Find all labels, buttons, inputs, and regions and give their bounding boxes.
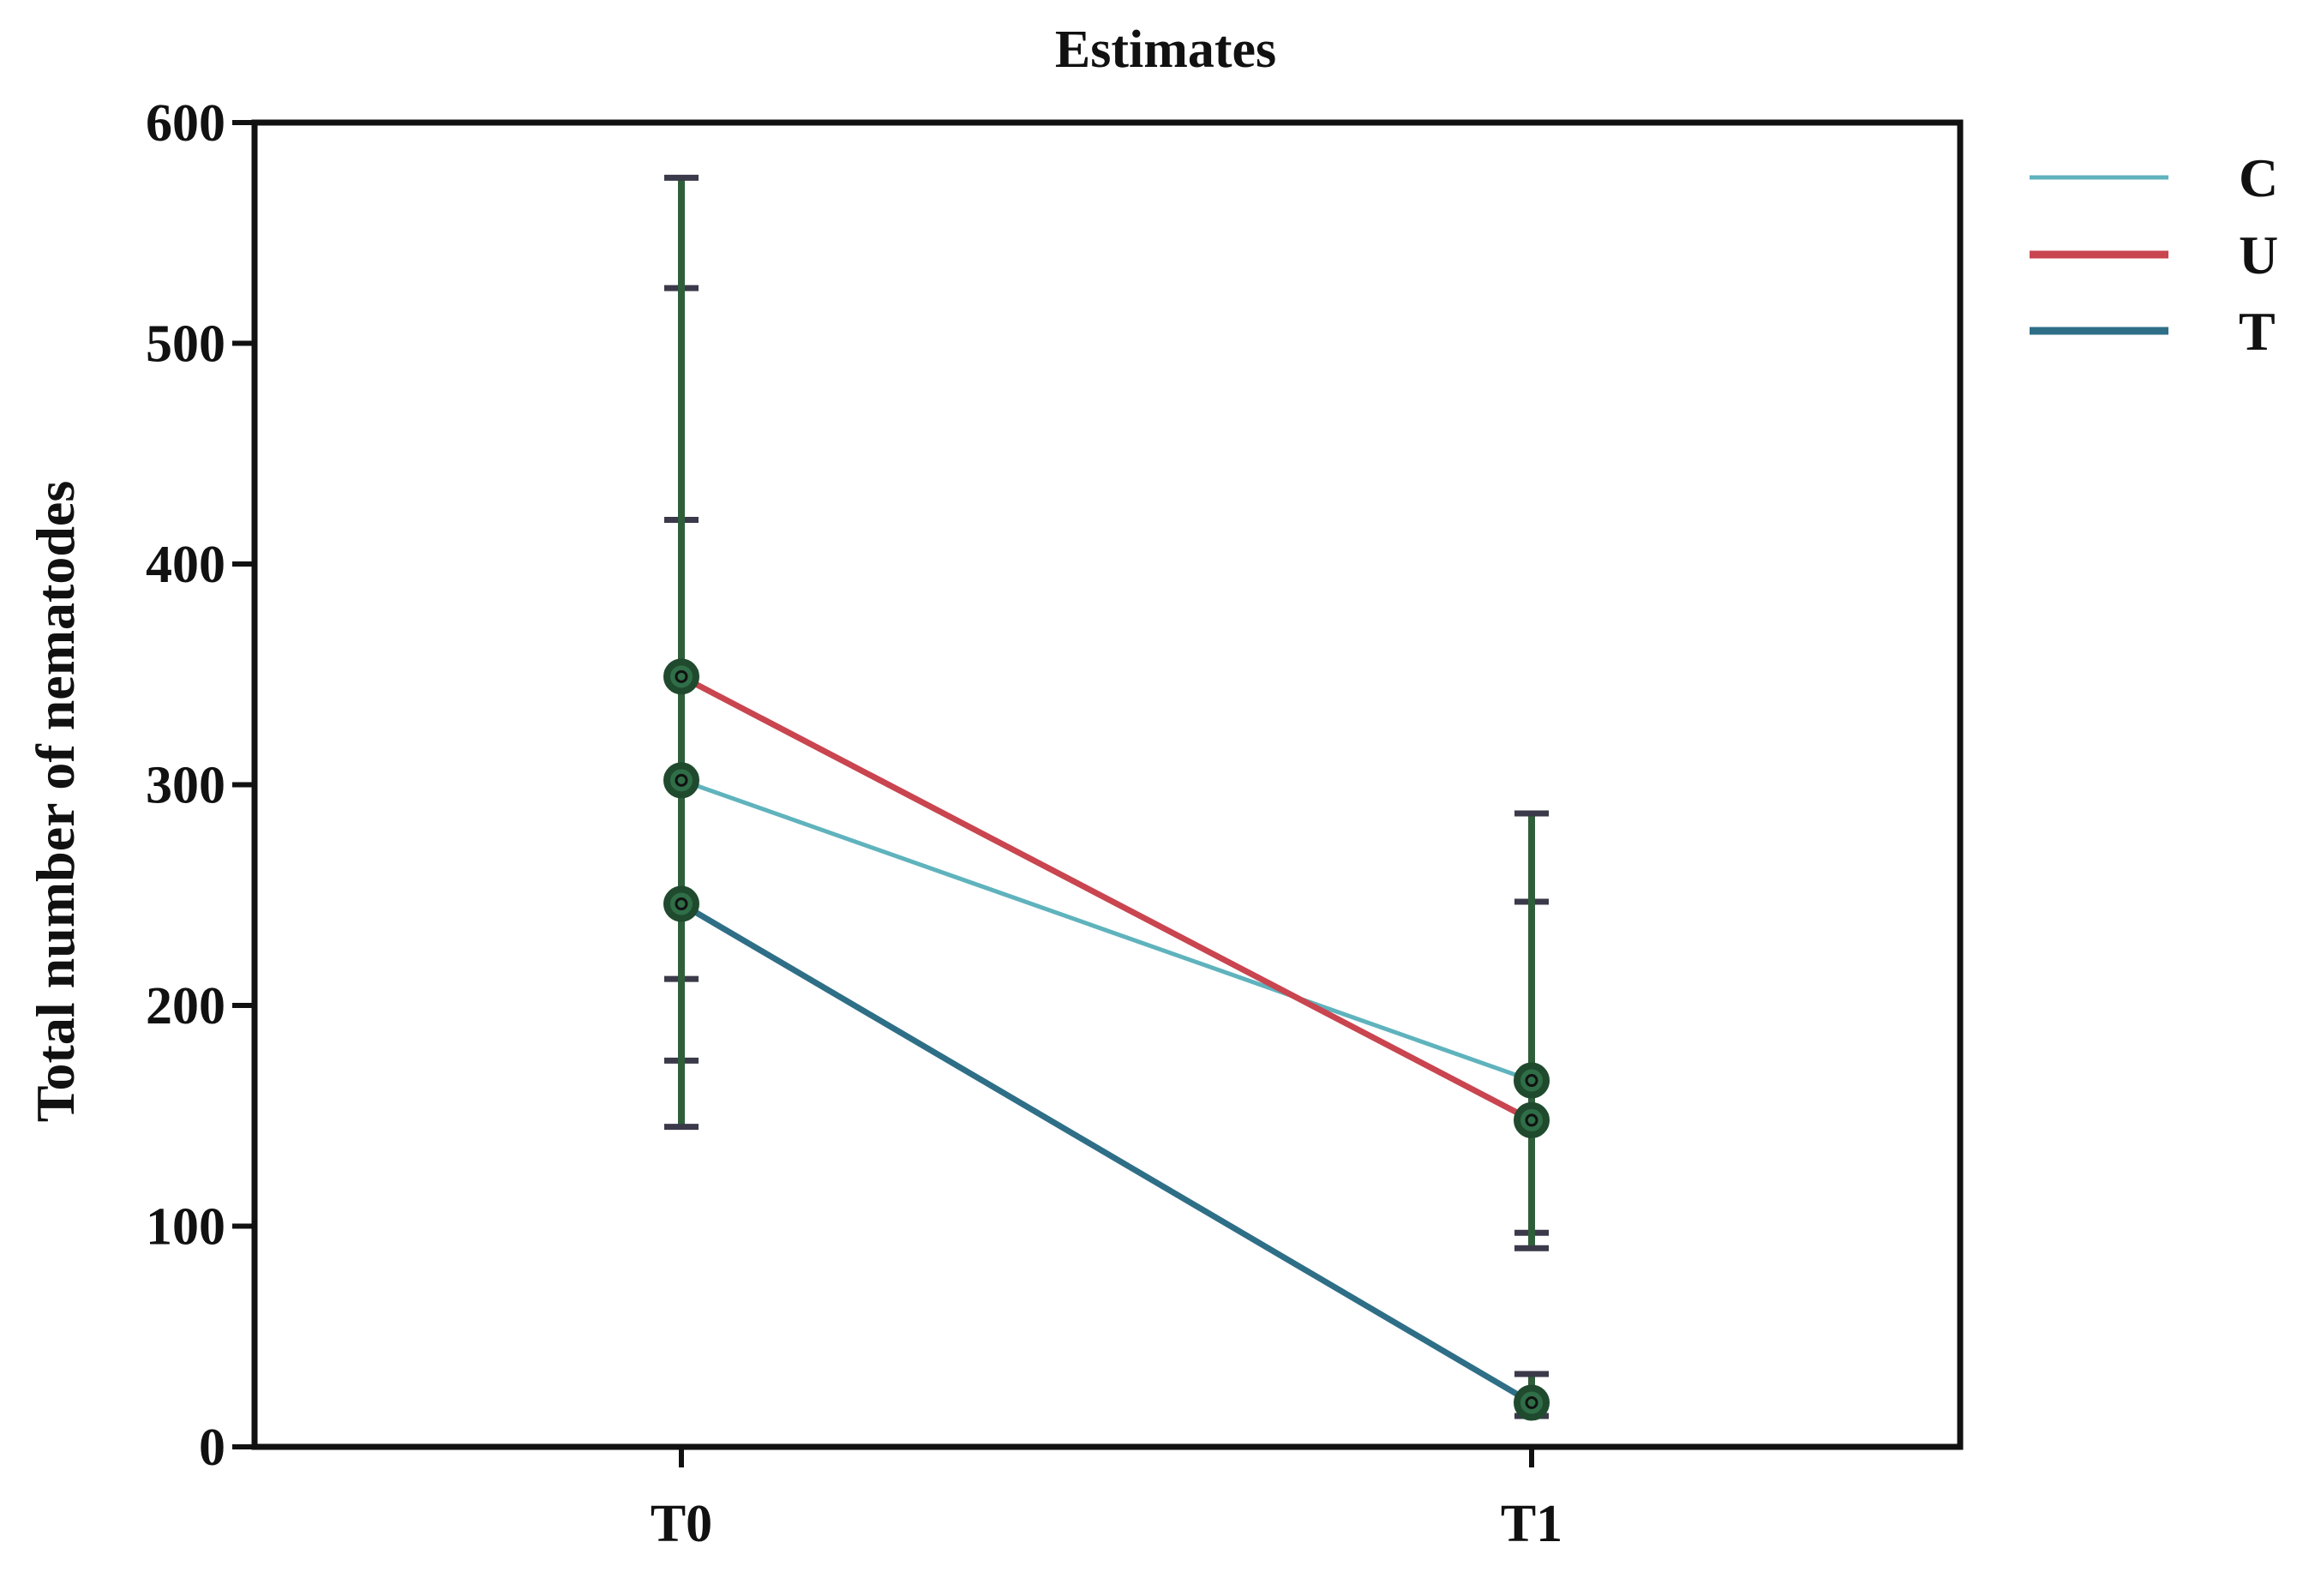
series-line-C <box>679 777 1534 1083</box>
x-tick-label: T0 <box>651 1495 712 1553</box>
y-axis: 0 100 200 300 400 500 600 <box>146 94 255 1477</box>
y-tick-label: 300 <box>146 757 225 815</box>
legend-label-T: T <box>2239 301 2276 362</box>
data-point-inner-U <box>1525 1113 1538 1127</box>
data-point-inner-C <box>675 773 688 787</box>
marker-group <box>663 658 1550 1421</box>
data-point-inner-U <box>675 669 688 683</box>
data-point-T <box>1514 1384 1550 1421</box>
data-point-U <box>663 658 699 695</box>
y-tick-label: 0 <box>199 1419 225 1477</box>
y-axis-label: Total number of nematodes <box>25 481 86 1123</box>
data-point-inner-T <box>1525 1396 1538 1409</box>
errorbar-group <box>664 174 1549 1419</box>
y-tick-label: 400 <box>146 536 225 594</box>
plot-frame <box>251 119 1964 1450</box>
data-point-U <box>1514 1101 1550 1138</box>
data-point-inner-C <box>1525 1074 1538 1088</box>
y-tick-label: 200 <box>146 977 225 1035</box>
data-point-inner-T <box>675 897 688 911</box>
series-line-U <box>678 673 1535 1124</box>
legend: CUT <box>2030 147 2278 362</box>
data-point-C <box>1514 1062 1550 1099</box>
legend-label-C: C <box>2239 147 2278 208</box>
x-axis: T0 T1 <box>651 1447 1562 1553</box>
x-tick-label: T1 <box>1501 1495 1562 1553</box>
y-tick-label: 500 <box>146 315 225 374</box>
data-point-T <box>663 885 699 922</box>
series-line-T <box>678 901 1535 1406</box>
y-tick-label: 600 <box>146 94 225 153</box>
chart-title: Estimates <box>1055 21 1276 79</box>
data-point-C <box>663 762 699 799</box>
series-group <box>678 673 1535 1406</box>
y-tick-label: 100 <box>146 1198 225 1257</box>
legend-label-U: U <box>2239 225 2278 285</box>
